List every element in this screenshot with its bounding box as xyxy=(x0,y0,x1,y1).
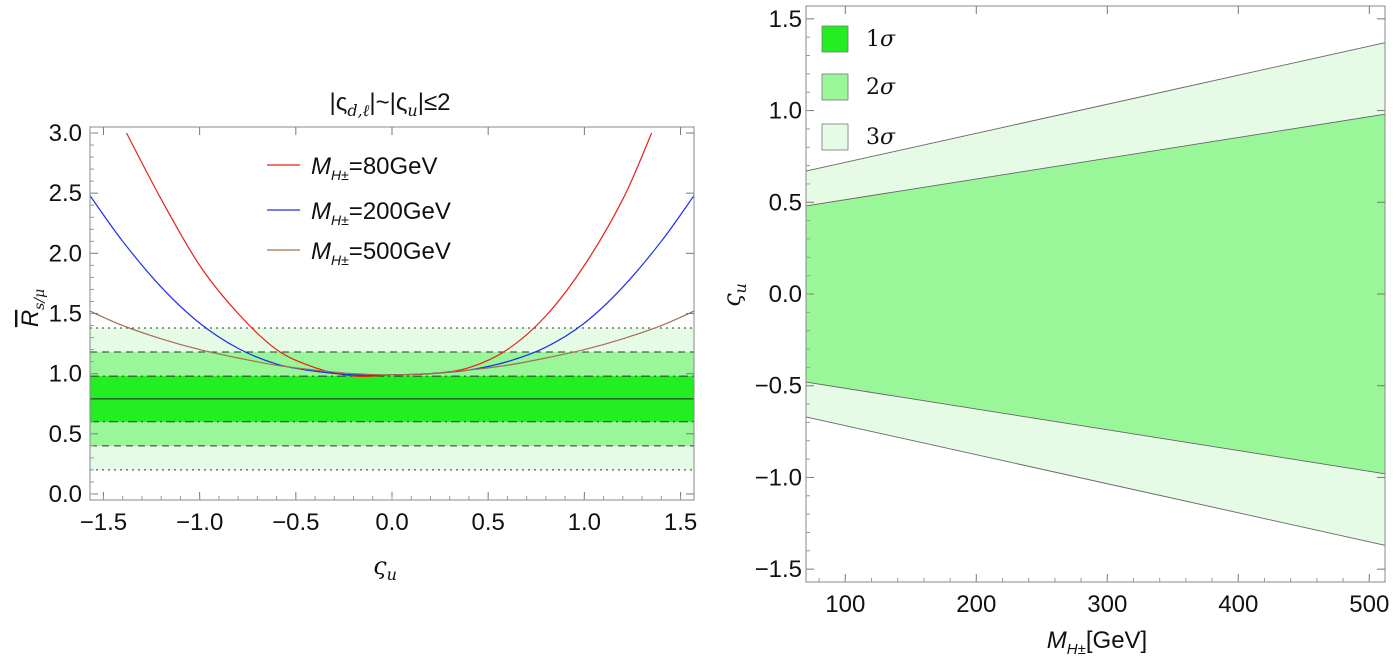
legend-label-500: MH±=500GeV xyxy=(311,238,451,268)
left-x-tick-label: −0.5 xyxy=(272,509,319,536)
region-3σ-upper-edge xyxy=(805,42,1386,172)
left-legend: MH±=80GeV MH±=200GeV MH±=500GeV xyxy=(267,153,451,268)
left-x-tick-label: 0.0 xyxy=(375,509,408,536)
region-3σ-lower-edge xyxy=(805,416,1386,546)
right-x-ticks: 100 200 300 400 500 xyxy=(818,6,1389,618)
left-x-axis-label: ςu xyxy=(373,552,397,584)
right-y-axis-label: ςu xyxy=(718,283,750,307)
region-2σ xyxy=(806,114,1385,474)
left-y-ticks: 0.0 0.5 1.0 1.5 2.0 2.5 3.0 xyxy=(49,120,694,508)
left-y-tick-label: 0.5 xyxy=(49,421,82,448)
right-regions xyxy=(805,42,1386,546)
right-y-tick-label: −1.0 xyxy=(755,464,802,491)
legend-swatch-3sigma xyxy=(821,123,849,151)
left-series xyxy=(90,132,694,378)
series-line-2 xyxy=(90,310,694,376)
left-y-tick-label: 0.0 xyxy=(49,481,82,508)
left-y-tick-label: 2.5 xyxy=(49,180,82,207)
legend-swatch-1sigma xyxy=(821,25,849,53)
right-y-tick-label: −1.5 xyxy=(755,556,802,583)
left-y-axis-label: Rs/μ xyxy=(17,289,48,327)
left-y-tick-label: 1.5 xyxy=(49,301,82,328)
right-x-tick-label: 400 xyxy=(1218,591,1258,618)
legend-label-3sigma: 3σ xyxy=(866,125,896,150)
right-chart: 100 200 300 400 500 −1.5 −1.0 −0.5 0.0 0.5 1.0 1.5… xyxy=(718,5,1389,658)
legend-label-2sigma: 2σ xyxy=(866,75,896,100)
right-legend: 1σ 2σ 3σ xyxy=(821,25,896,151)
left-bands xyxy=(90,327,694,471)
left-x-tick-label: −1.0 xyxy=(176,509,223,536)
left-chart: |ςd,ℓ|~|ςu|≤2 −1.5 −1.0 −0.5 0.0 0.5 1.0 1.5 0… xyxy=(17,89,697,584)
right-y-tick-label: 0.0 xyxy=(769,281,802,308)
legend-label-200: MH±=200GeV xyxy=(311,198,451,228)
left-x-tick-label: −1.5 xyxy=(80,509,127,536)
left-chart-title: |ςd,ℓ|~|ςu|≤2 xyxy=(330,89,451,120)
legend-label-1sigma: 1σ xyxy=(866,27,896,52)
right-y-tick-label: 1.5 xyxy=(769,6,802,33)
right-y-tick-label: −0.5 xyxy=(755,373,802,400)
region-2σ-lower-edge xyxy=(805,381,1386,475)
region-2σ-upper-edge xyxy=(805,113,1386,207)
left-y-tick-label: 3.0 xyxy=(49,120,82,147)
left-y-tick-label: 2.0 xyxy=(49,240,82,267)
right-y-tick-label: 0.5 xyxy=(769,189,802,216)
legend-swatch-2sigma xyxy=(821,73,849,101)
right-x-axis-label: MH±[GeV] xyxy=(1047,627,1147,658)
right-y-tick-label: 1.0 xyxy=(769,98,802,125)
right-x-tick-label: 200 xyxy=(956,591,996,618)
left-x-ticks: −1.5 −1.0 −0.5 0.0 0.5 1.0 1.5 xyxy=(80,127,697,536)
left-x-tick-label: 1.0 xyxy=(568,509,601,536)
left-y-tick-label: 1.0 xyxy=(49,361,82,388)
left-x-tick-label: 0.5 xyxy=(471,509,504,536)
right-x-tick-label: 300 xyxy=(1087,591,1127,618)
legend-label-80: MH±=80GeV xyxy=(311,153,438,183)
right-x-tick-label: 100 xyxy=(825,591,865,618)
right-y-ticks: −1.5 −1.0 −0.5 0.0 0.5 1.0 1.5 xyxy=(755,6,1385,583)
left-x-tick-label: 1.5 xyxy=(664,509,697,536)
right-x-tick-label: 500 xyxy=(1349,591,1389,618)
